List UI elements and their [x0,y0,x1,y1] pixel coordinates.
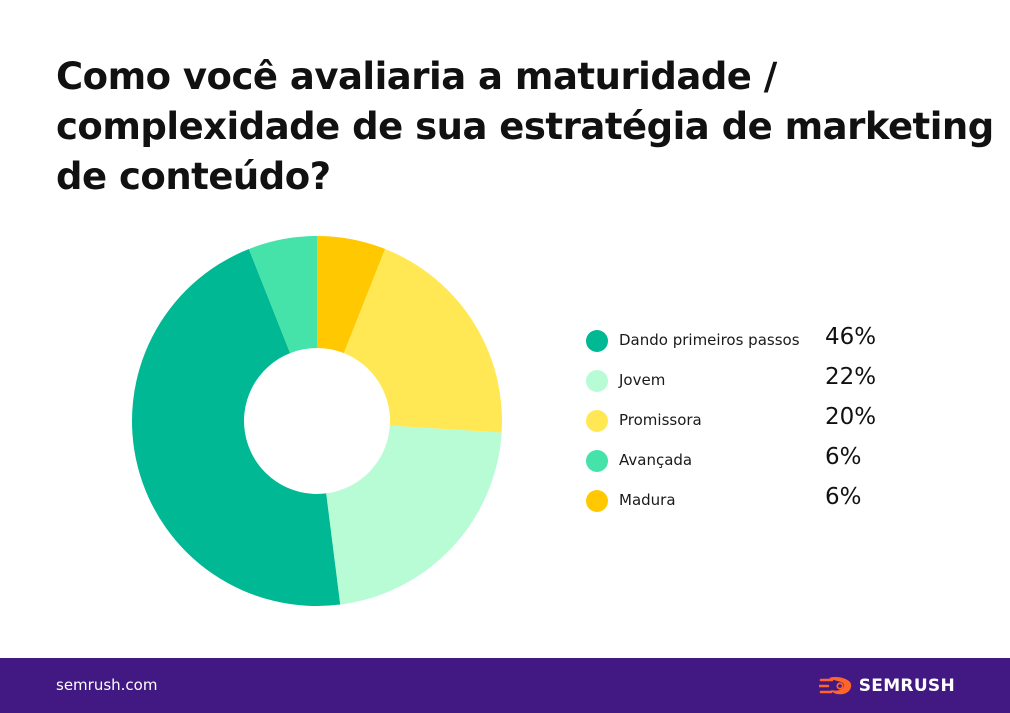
brand-name: SEMRUSH [858,676,955,696]
donut-slice-madura [317,236,386,354]
legend-swatch [586,450,608,472]
donut-slice-jovem [326,425,502,605]
footer-url[interactable]: semrush.com [56,676,158,694]
donut-chart [132,236,502,607]
legend-label: Jovem [619,371,666,389]
legend-item-madura: Madura 6% [586,480,906,520]
chart-title: Como você avaliaria a maturidade / compl… [56,52,994,202]
legend-swatch [586,490,608,512]
legend-value: 6% [825,484,862,510]
footer-bar: semrush.com SEMRUSH [0,658,1010,713]
brand-logo: SEMRUSH [818,674,955,698]
legend-item-promissora: Promissora 20% [586,400,906,440]
legend-value: 20% [825,404,877,430]
legend-label: Dando primeiros passos [619,331,800,349]
chart-title-line-1: Como você avaliaria a maturidade / [56,55,777,98]
chart-title-line-2: complexidade de sua estratégia de market… [56,105,994,148]
legend-swatch [586,370,608,392]
semrush-flame-icon [818,677,851,695]
chart-legend: Dando primeiros passos 46% Jovem 22% Pro… [586,320,906,520]
donut-slice-dando-primeiros-passos [132,248,341,607]
legend-swatch [586,330,608,352]
donut-slice-avancada [248,236,317,354]
legend-label: Madura [619,491,676,509]
legend-value: 46% [825,324,877,350]
chart-title-line-3: de conteúdo? [56,155,331,198]
legend-swatch [586,410,608,432]
legend-value: 6% [825,444,862,470]
legend-item-dando-primeiros-passos: Dando primeiros passos 46% [586,320,906,360]
donut-slice-promissora [343,248,502,433]
legend-label: Avançada [619,451,693,469]
legend-value: 22% [825,364,877,390]
legend-label: Promissora [619,411,702,429]
legend-item-avancada: Avançada 6% [586,440,906,480]
legend-item-jovem: Jovem 22% [586,360,906,400]
